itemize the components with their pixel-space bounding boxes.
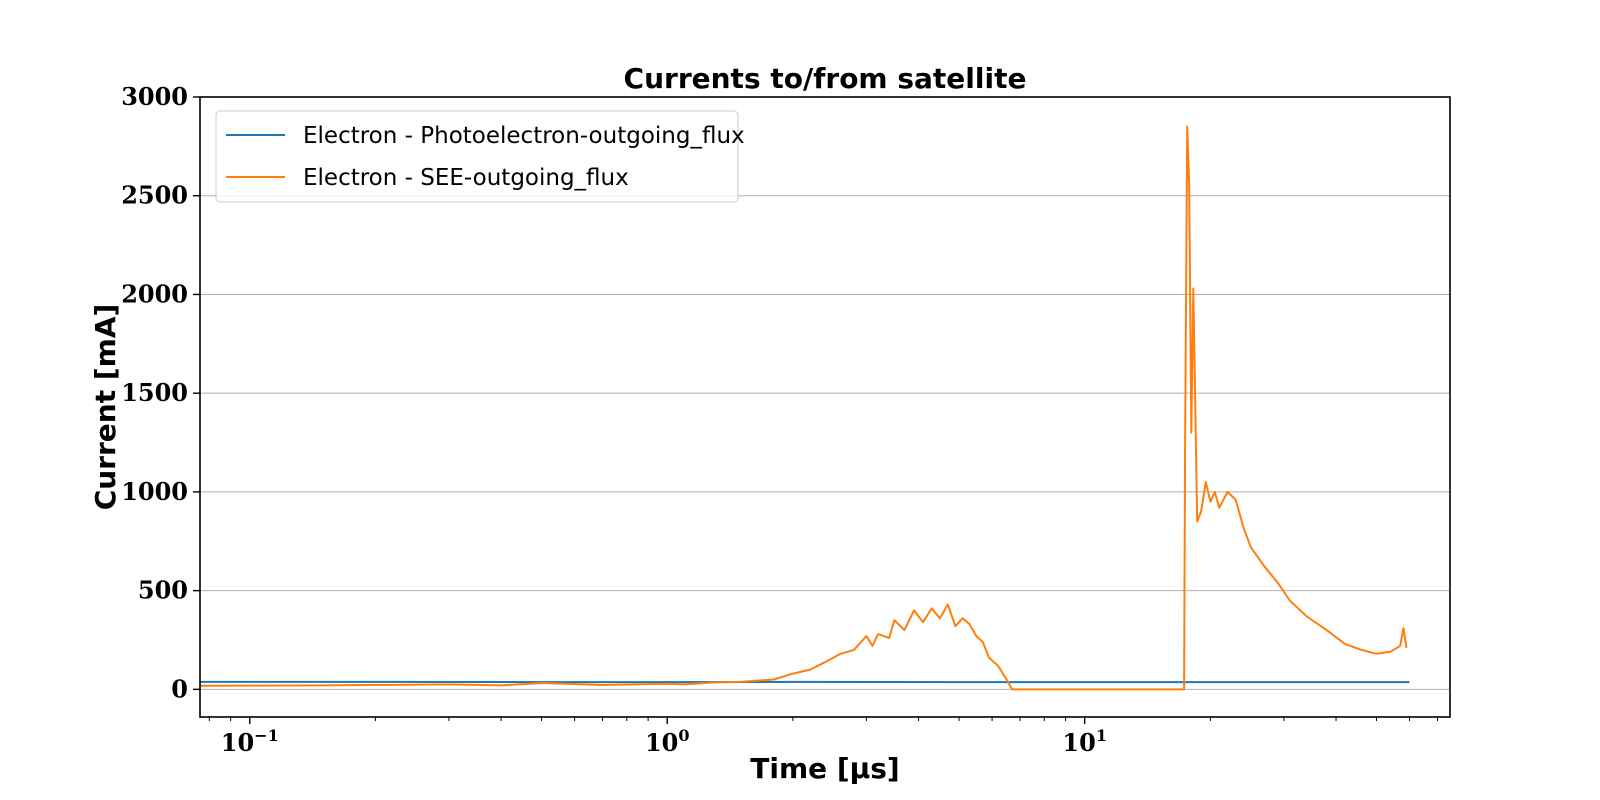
y-tick-labels: 0 500 1000 1500 2000 2500 3000	[121, 82, 188, 703]
legend-box	[215, 110, 739, 203]
series-line-1	[199, 125, 1408, 691]
x-tick-label: 10−1	[221, 726, 279, 757]
tick-marks	[193, 96, 1438, 724]
x-tick-label: 101	[1062, 726, 1107, 757]
plot-frame	[199, 96, 1451, 718]
y-tick-label: 1500	[121, 378, 188, 407]
y-tick-label: 1000	[121, 477, 188, 506]
legend-label-photoelectron: Electron - Photoelectron-outgoing_flux	[303, 123, 745, 149]
series-layer	[199, 125, 1410, 691]
legend-label-see: Electron - SEE-outgoing_flux	[303, 165, 629, 191]
y-tick-label: 2000	[121, 279, 188, 308]
y-axis-label: Current [mA]	[89, 304, 122, 511]
y-tick-label: 2500	[121, 181, 188, 210]
y-tick-label: 500	[138, 576, 188, 605]
x-axis-label: Time [μs]	[750, 752, 899, 785]
x-tick-labels: 10−1 100 101	[221, 726, 1107, 757]
chart-title: Currents to/from satellite	[624, 62, 1027, 95]
y-tick-label: 3000	[121, 82, 188, 111]
y-tick-label: 0	[171, 674, 188, 703]
x-tick-label: 100	[645, 726, 690, 757]
legend: Electron - Photoelectron-outgoing_flux E…	[215, 110, 745, 203]
